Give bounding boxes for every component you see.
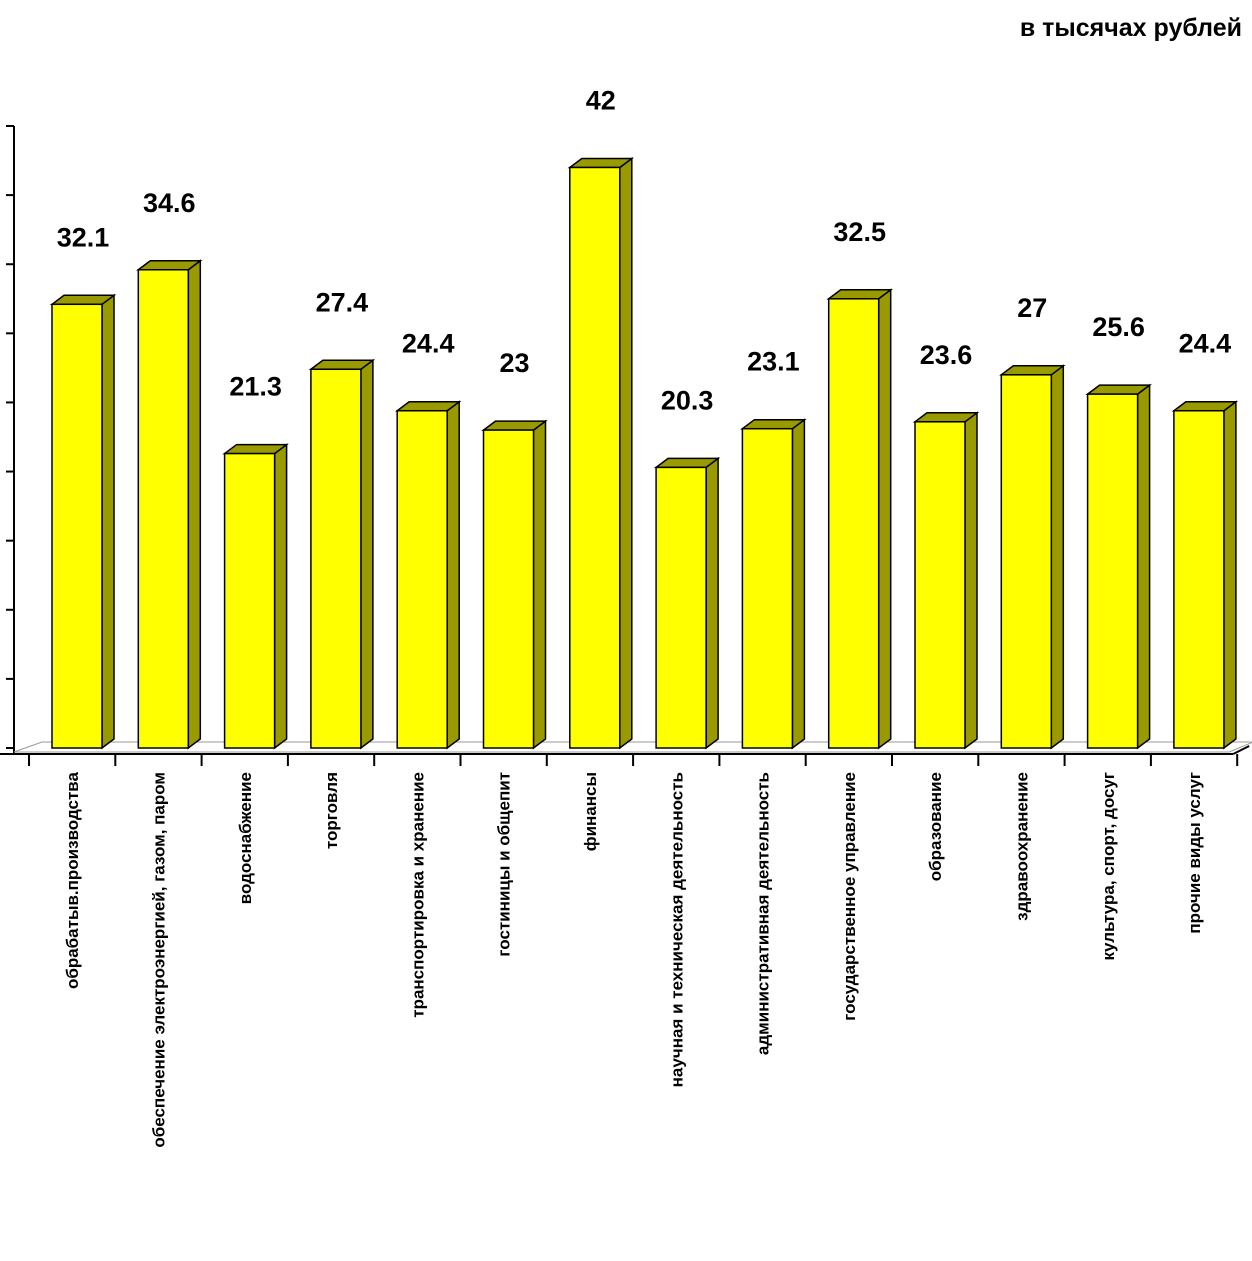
bar-front	[655, 466, 707, 749]
value-label: 32.1	[57, 222, 110, 252]
category-label: государственное управление	[840, 772, 859, 1021]
value-label: 24.4	[402, 329, 455, 359]
category-label: образование	[926, 772, 945, 881]
value-label: 42	[586, 85, 616, 115]
bar-front	[569, 166, 621, 749]
bar	[394, 400, 462, 750]
category-label: финансы	[581, 772, 600, 851]
bar-side	[619, 156, 633, 750]
value-label: 32.5	[833, 217, 886, 247]
bar-top	[999, 365, 1066, 376]
bar-side	[791, 418, 806, 750]
bar-side	[1136, 383, 1151, 750]
bar-front	[827, 298, 880, 749]
category-label: гостиницы и общепит	[495, 772, 514, 957]
bar	[49, 293, 117, 750]
bar-front	[1173, 409, 1225, 749]
bar-top	[481, 420, 548, 431]
bar	[912, 411, 980, 750]
bar-front	[1086, 393, 1139, 749]
category-label: обрабатыв.производства	[63, 771, 82, 989]
category-label: административная деятельность	[754, 772, 773, 1055]
bar-side	[1050, 364, 1065, 750]
bar-top	[912, 412, 980, 423]
category-label: транспортировка и хранение	[408, 772, 427, 1018]
category-label: обеспечение электроэнергией, газом, паро…	[149, 772, 168, 1148]
bar-top	[1171, 400, 1239, 412]
bar-side	[101, 293, 115, 750]
bar-top	[222, 443, 289, 455]
bar-top	[308, 359, 376, 371]
bar-side	[446, 400, 460, 750]
bar-front	[51, 303, 103, 749]
x-axis-end	[1232, 745, 1250, 755]
bar-top	[740, 418, 807, 430]
chart-floor	[13, 741, 1252, 753]
bar	[308, 358, 376, 750]
value-label: 23	[499, 348, 529, 378]
bar	[222, 443, 289, 750]
bar-side	[532, 419, 547, 750]
bar-front	[482, 429, 535, 749]
bar	[567, 156, 635, 750]
bar-front	[310, 368, 362, 749]
value-label: 24.4	[1179, 329, 1232, 359]
unit-label: в тысячах рублей	[1019, 14, 1242, 42]
bar	[481, 419, 548, 750]
category-labels: обрабатыв.производства обеспечение электр…	[63, 771, 1204, 1147]
bar-front	[137, 269, 190, 749]
bar-top	[49, 294, 117, 306]
bar-front	[1000, 374, 1053, 749]
value-label: 23.6	[920, 340, 973, 370]
value-label: 34.6	[143, 188, 196, 218]
category-label: водоснабжение	[236, 772, 255, 904]
category-label: торговля	[322, 772, 341, 849]
value-label: 23.1	[747, 347, 800, 377]
category-label: культура, спорт, досуг	[1099, 772, 1118, 960]
bar	[826, 288, 893, 750]
chart-bars	[49, 156, 1239, 750]
value-labels: 32.1 34.6 21.3 27.4 24.4 23 42 20.3 23.1 32.5 23.6…	[57, 85, 1231, 415]
bar-side	[187, 259, 202, 750]
bar-side	[705, 456, 719, 750]
value-label: 27	[1017, 293, 1047, 323]
bar-side	[877, 288, 892, 750]
bar-side	[360, 358, 374, 750]
bar-side	[273, 443, 288, 750]
bar-top	[136, 260, 203, 271]
bar	[999, 364, 1066, 750]
bar-front	[396, 409, 448, 749]
bar	[653, 456, 721, 750]
category-label: здравоохранение	[1012, 772, 1031, 921]
bar	[1085, 383, 1152, 750]
category-label: прочие виды услуг	[1185, 772, 1204, 934]
category-label: научная и техническая деятельность	[667, 772, 686, 1087]
value-label: 27.4	[316, 287, 369, 317]
bar-top	[826, 289, 893, 300]
bar-front	[741, 427, 794, 749]
bar-top	[653, 457, 721, 469]
value-label: 25.6	[1092, 312, 1145, 342]
bar-front	[914, 421, 966, 749]
value-label: 21.3	[229, 372, 282, 402]
bar-top	[394, 400, 462, 412]
bar-side	[1223, 400, 1237, 750]
bar	[740, 418, 807, 750]
bar-side	[964, 411, 978, 750]
bar-front	[223, 452, 276, 749]
bar	[1171, 400, 1239, 750]
value-label: 20.3	[661, 385, 714, 415]
bar-top	[567, 157, 635, 169]
bar	[136, 259, 203, 750]
bar-top	[1085, 384, 1152, 395]
